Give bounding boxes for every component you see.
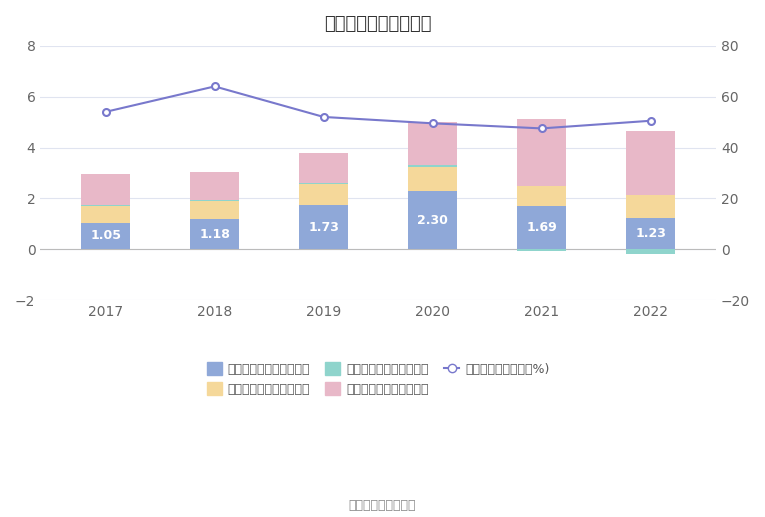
Text: 1.73: 1.73 (308, 221, 339, 234)
Text: 1.18: 1.18 (199, 228, 230, 241)
Bar (408, 166, 457, 191)
Bar (408, 191, 457, 249)
Bar (626, 195, 675, 218)
Bar (517, 119, 566, 186)
Text: 2.30: 2.30 (417, 214, 448, 226)
Bar (81, 206, 130, 223)
Bar (299, 205, 348, 249)
Legend: 左轴：销售费用（亿元）, 左轴：管理费用（亿元）, 左轴：财务费用（亿元）, 左轴：研发费用（亿元）, 右轴：期间费用率（%): 左轴：销售费用（亿元）, 左轴：管理费用（亿元）, 左轴：财务费用（亿元）, 左… (201, 357, 555, 401)
Title: 历年期间费用变化情况: 历年期间费用变化情况 (324, 15, 432, 33)
Bar (299, 184, 348, 205)
Bar (299, 183, 348, 184)
Bar (299, 153, 348, 183)
Bar (190, 219, 239, 249)
Bar (626, 218, 675, 249)
Bar (517, 206, 566, 249)
Bar (81, 174, 130, 205)
Bar (517, 186, 566, 206)
Bar (408, 122, 457, 165)
Text: 1.69: 1.69 (526, 221, 557, 234)
Bar (626, 131, 675, 195)
Bar (517, 249, 566, 251)
Bar (190, 173, 239, 200)
Bar (190, 201, 239, 219)
Text: 1.05: 1.05 (90, 230, 121, 242)
Bar (408, 165, 457, 166)
Text: 1.23: 1.23 (635, 227, 666, 240)
Bar (81, 223, 130, 249)
Bar (626, 249, 675, 254)
Text: 数据来源：恒生聚源: 数据来源：恒生聚源 (349, 499, 416, 512)
Bar (81, 205, 130, 206)
Bar (190, 200, 239, 201)
